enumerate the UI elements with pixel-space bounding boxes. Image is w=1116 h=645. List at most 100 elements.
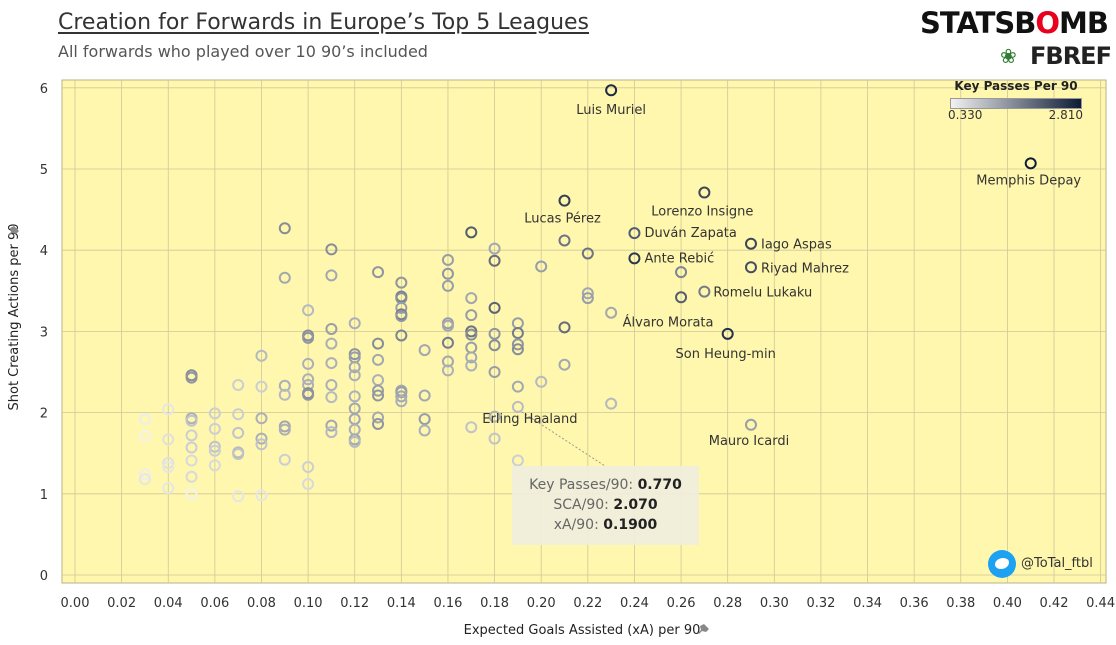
data-point — [232, 490, 245, 503]
data-point — [185, 487, 198, 500]
data-point — [465, 421, 478, 434]
data-point — [325, 419, 338, 432]
data-point — [395, 329, 408, 342]
point-label: Lucas Pérez — [524, 212, 601, 227]
data-point — [325, 357, 338, 370]
x-tick-label: 0.22 — [573, 596, 602, 611]
data-point — [441, 279, 454, 292]
data-point — [325, 391, 338, 404]
data-point — [488, 242, 501, 255]
tooltip-key-passes-label: Key Passes/90: — [529, 477, 634, 493]
data-point — [488, 366, 501, 378]
y-axis: 0 1 2 3 4 5 6 — [40, 82, 48, 584]
data-point — [302, 388, 315, 401]
data-point — [208, 444, 221, 457]
data-point — [372, 337, 385, 350]
chart-title: Creation for Forwards in Europe’s Top 5 … — [58, 10, 590, 35]
x-tick-label: 0.04 — [154, 596, 183, 611]
data-point-labeled — [628, 252, 641, 265]
point-label: Ante Rebić — [644, 251, 714, 266]
x-tick-label: 0.06 — [200, 596, 229, 611]
x-axis: 0.00 0.02 0.04 0.06 0.08 0.10 0.12 0.14 0.16 0.18… — [61, 596, 1116, 611]
x-tick-label: 0.40 — [993, 596, 1022, 611]
point-label: Romelu Lukaku — [713, 286, 812, 301]
legend-min-value: 0.330 — [948, 108, 983, 122]
data-point — [302, 373, 315, 386]
x-tick-label: 0.18 — [480, 596, 509, 611]
data-point — [605, 306, 618, 319]
y-tick-label: 6 — [40, 82, 48, 97]
legend-title: Key Passes Per 90 — [954, 79, 1078, 93]
chart-subtitle: All forwards who played over 10 90’s inc… — [58, 42, 428, 61]
data-point-labeled — [558, 194, 571, 207]
x-tick-label: 0.38 — [946, 596, 975, 611]
x-tick-label: 0.10 — [294, 596, 323, 611]
legend-max-value: 2.810 — [1048, 108, 1083, 122]
y-axis-label: Shot Creating Actions per 90 — [7, 224, 22, 411]
x-axis-label: Expected Goals Assisted (xA) per 90 — [464, 623, 701, 638]
fbref-leaf-icon: ❀ — [1000, 44, 1017, 68]
x-tick-label: 0.26 — [667, 596, 696, 611]
data-point — [441, 336, 454, 349]
data-point — [418, 413, 431, 426]
data-point — [185, 429, 198, 442]
y-tick-label: 3 — [40, 325, 48, 340]
data-point — [208, 440, 221, 453]
tooltip-key-passes: Key Passes/90: 0.770 — [512, 477, 699, 493]
data-point — [278, 423, 291, 436]
data-point — [162, 433, 175, 446]
y-axis-pin-icon — [8, 226, 19, 236]
data-point — [441, 355, 454, 368]
twitter-icon — [988, 550, 1016, 578]
data-point — [348, 390, 361, 403]
data-point — [418, 389, 431, 402]
data-point — [441, 267, 454, 280]
x-tick-label: 0.12 — [340, 596, 369, 611]
point-label: Erling Haaland — [482, 412, 577, 427]
data-point — [255, 349, 268, 362]
data-point — [185, 454, 198, 467]
data-point-labeled — [744, 261, 757, 274]
data-point — [255, 380, 268, 393]
data-point — [488, 254, 501, 267]
statsbomb-logo: STATSBOMB — [920, 6, 1109, 40]
data-point — [581, 287, 594, 300]
data-point — [208, 422, 221, 435]
tooltip-xa: xA/90: 0.1900 — [512, 517, 699, 533]
data-point — [255, 412, 268, 425]
x-tick-label: 0.08 — [247, 596, 276, 611]
x-tick-label: 0.42 — [1040, 596, 1069, 611]
data-point — [558, 234, 571, 247]
data-point — [511, 380, 524, 393]
data-point — [581, 247, 594, 260]
data-point — [511, 343, 524, 356]
data-point — [395, 309, 408, 322]
data-point — [395, 390, 408, 403]
data-point — [465, 309, 478, 322]
data-point — [441, 364, 454, 377]
data-point — [465, 226, 478, 239]
point-label: Memphis Depay — [976, 173, 1081, 188]
x-tick-label: 0.36 — [900, 596, 929, 611]
data-point — [372, 389, 385, 402]
data-point — [465, 292, 478, 305]
data-point — [395, 276, 408, 289]
data-point — [418, 424, 431, 437]
data-point — [278, 453, 291, 466]
data-point — [418, 344, 431, 357]
data-point — [185, 414, 198, 427]
data-point — [138, 413, 151, 426]
data-point — [325, 378, 338, 391]
data-point-labeled — [628, 227, 641, 240]
data-point — [185, 470, 198, 483]
data-point — [208, 459, 221, 472]
data-point — [605, 397, 618, 410]
data-point — [558, 321, 571, 334]
data-point — [255, 438, 268, 451]
statsbomb-logo-o: O — [1035, 6, 1060, 40]
data-point — [395, 301, 408, 314]
point-label: Álvaro Morata — [623, 314, 714, 330]
data-point — [208, 407, 221, 420]
data-point — [348, 369, 361, 382]
data-point — [232, 378, 245, 391]
